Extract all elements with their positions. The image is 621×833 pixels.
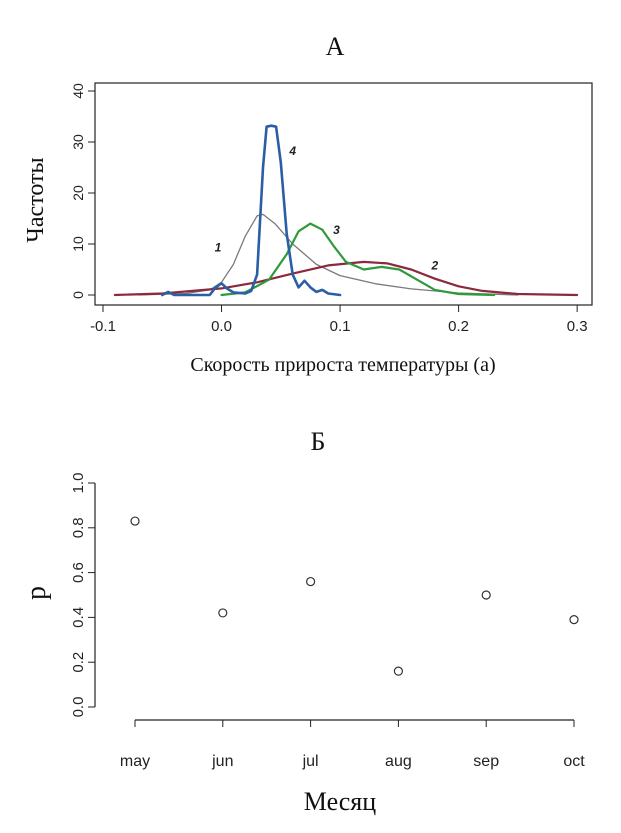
panel-a-plot-frame [94, 82, 593, 306]
panel-a-annotations: 1 2 3 4 [215, 144, 439, 273]
panel-b-x-axis: may jun jul aug sep oct [120, 719, 585, 770]
month-label-oct: oct [563, 753, 585, 770]
panel-a-y-tick-label: 40 [70, 83, 86, 99]
panel-b-y-tick-label: 0.4 [70, 607, 87, 628]
panel-a-y-tick-label: 0 [70, 291, 86, 299]
panel-b-x-axis-label: Месяц [304, 787, 376, 816]
point-jun [218, 608, 228, 618]
density-line-1 [137, 213, 519, 296]
point-sep [481, 590, 491, 600]
panel-b-y-tick-label: 1.0 [70, 473, 87, 494]
panel-a-x-tick-label: -0.1 [90, 318, 116, 335]
panel-a-y-axis-label: Частоты [23, 157, 49, 242]
density-line-2 [113, 260, 579, 297]
panel-b-y-axis: 0.0 0.2 0.4 0.6 0.8 1.0 [70, 473, 96, 718]
point-may [130, 516, 140, 526]
panel-a-x-axis-label: Скорость прироста температуры (a) [190, 354, 495, 376]
panel-a-x-tick-label: 0.0 [211, 318, 232, 335]
panel-b-y-tick-label: 0.6 [70, 562, 87, 583]
panel-a-title: А [326, 32, 345, 61]
panel-a: А 0 10 20 30 40 -0.1 0.0 0.1 0.2 0.3 1 2 3 4 Частот… [23, 32, 593, 376]
panel-a-x-tick-label: 0.2 [448, 318, 469, 335]
month-label-aug: aug [385, 753, 412, 770]
panel-b-y-axis-label: p [21, 586, 52, 600]
panel-a-y-tick-label: 20 [70, 185, 86, 201]
point-jul [306, 576, 316, 587]
curve-label-2: 2 [431, 259, 439, 273]
month-label-jun: jun [211, 753, 233, 770]
panel-a-y-tick-label: 30 [70, 134, 86, 150]
panel-b-y-tick-label: 0.8 [70, 517, 87, 538]
panel-b: Б 0.00.20.40.60.81.0 may jun jul aug sep oct … [21, 427, 585, 816]
curve-label-1: 1 [215, 241, 222, 255]
panel-a-y-tick-label: 10 [70, 236, 86, 252]
panel-b-y-tick-label: 0.2 [70, 652, 87, 673]
density-line-3 [220, 222, 496, 297]
curve-label-3: 3 [333, 223, 340, 237]
point-aug [393, 666, 403, 676]
panel-a-x-axis: -0.1 0.0 0.1 0.2 0.3 [90, 305, 588, 335]
curve-label-4: 4 [288, 144, 296, 158]
panel-b-y-tick-label: 0.0 [70, 697, 87, 718]
month-label-may: may [120, 753, 150, 770]
density-line-4 [161, 124, 342, 297]
panel-b-title: Б [311, 427, 326, 456]
panel-a-y-axis: 0 10 20 30 40 [70, 83, 95, 299]
month-label-sep: sep [473, 753, 499, 770]
panel-a-x-tick-label: 0.1 [330, 318, 351, 335]
month-label-jul: jul [302, 753, 319, 770]
panel-a-series-group [113, 124, 579, 297]
point-oct [569, 615, 579, 625]
panel-a-x-tick-label: 0.3 [567, 318, 588, 335]
panel-b-points [130, 516, 579, 676]
